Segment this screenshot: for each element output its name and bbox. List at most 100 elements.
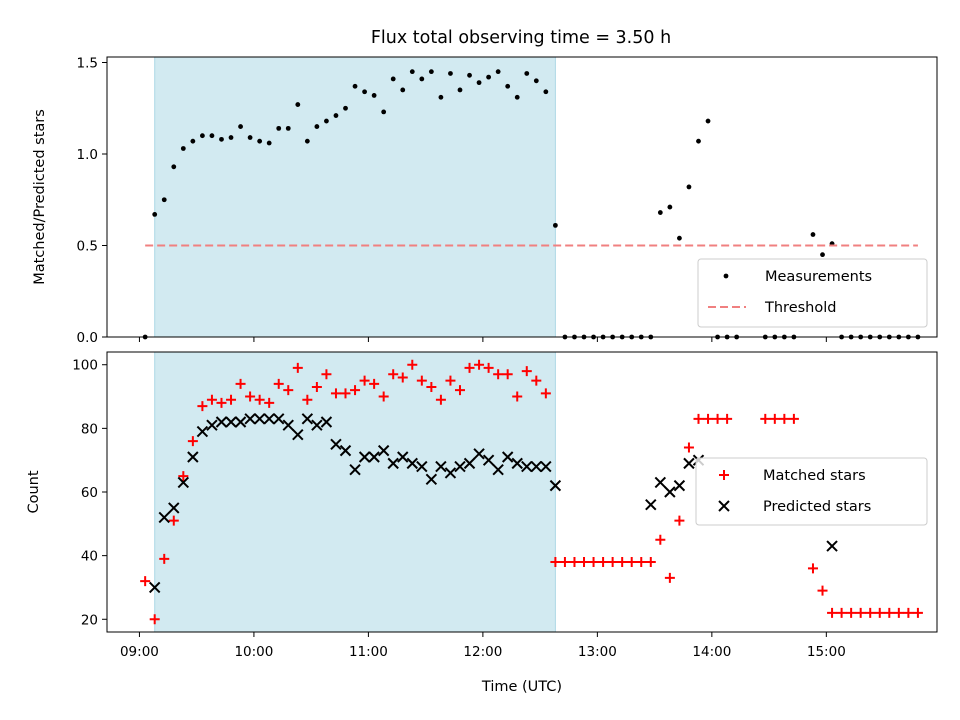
measurement-point — [333, 113, 339, 118]
measurement-point — [209, 133, 215, 139]
predicted-star-point — [263, 413, 275, 425]
measurement-point — [238, 124, 243, 129]
predicted-star-point — [244, 413, 256, 425]
predicted-star-point — [273, 413, 285, 425]
measurement-point — [390, 76, 396, 82]
predicted-star-point — [206, 419, 218, 431]
measurement-point — [266, 140, 272, 146]
matched-star-point — [664, 572, 675, 583]
matched-star-point — [617, 557, 628, 567]
measurement-point — [381, 109, 387, 115]
predicted-star-point — [215, 416, 228, 428]
matched-star-point — [683, 442, 694, 453]
measurement-point — [467, 72, 472, 78]
measurement-point — [543, 89, 549, 95]
matched-star-point — [598, 557, 609, 567]
chart-title: Flux total observing time = 3.50 h — [371, 28, 671, 48]
measurement-point — [486, 74, 492, 80]
predicted-star-point — [387, 457, 399, 470]
xtick-label: 12:00 — [463, 644, 502, 660]
matched-star-point — [483, 362, 494, 373]
measurement-point — [219, 136, 224, 142]
predicted-star-point — [339, 444, 352, 457]
bottom-series-matched-stars — [140, 359, 923, 625]
measurement-point — [705, 118, 711, 124]
predicted-star-point — [177, 476, 190, 489]
legend-entry-label: Matched stars — [763, 468, 866, 484]
bottom-ytick-label: 60 — [81, 485, 98, 501]
matched-star-point — [159, 553, 170, 564]
predicted-star-point — [187, 451, 199, 463]
xtick-label: 09:00 — [120, 644, 159, 660]
measurement-point — [161, 197, 167, 203]
measurement-point — [304, 138, 310, 144]
matched-star-point — [187, 436, 198, 447]
matched-star-point — [693, 413, 704, 424]
measurement-point — [667, 204, 673, 210]
matched-star-point — [426, 382, 437, 392]
matched-star-point — [340, 388, 351, 399]
matched-star-point — [445, 375, 456, 386]
matched-star-point — [712, 413, 723, 424]
legend-entry-label: Threshold — [764, 300, 836, 316]
predicted-star-point — [292, 429, 304, 441]
matched-star-point — [416, 375, 427, 386]
predicted-star-point — [253, 413, 266, 425]
bottom-legend: Matched stars Predicted stars — [695, 457, 928, 526]
legend-matched-swatch — [719, 470, 729, 480]
measurement-point — [171, 164, 177, 170]
measurement-point — [276, 125, 282, 131]
matched-star-point — [321, 369, 332, 380]
predicted-star-point — [530, 460, 543, 473]
xtick-label: 11:00 — [349, 644, 388, 660]
matched-star-point — [512, 391, 523, 402]
matched-star-point — [454, 385, 465, 396]
top-series-measurements — [142, 69, 921, 340]
matched-star-point — [855, 607, 866, 618]
predicted-star-point — [301, 413, 314, 425]
measurement-point — [533, 78, 539, 84]
matched-star-point — [521, 366, 532, 377]
bottom-legend-box — [695, 457, 928, 526]
measurement-point — [257, 138, 263, 144]
predicted-star-point — [511, 457, 523, 470]
matched-star-point — [178, 471, 189, 482]
measurement-point — [285, 125, 291, 131]
measurement-point — [314, 124, 320, 129]
measurement-point — [677, 235, 682, 241]
measurement-point — [228, 135, 234, 140]
matched-star-point — [912, 607, 923, 618]
predicted-star-point — [454, 460, 466, 473]
predicted-star-point — [225, 416, 237, 428]
predicted-star-point — [521, 460, 533, 473]
top-ytick-label: 0.0 — [77, 330, 98, 346]
measurement-point — [476, 80, 482, 86]
matched-star-point — [330, 388, 341, 399]
predicted-star-point — [330, 438, 342, 450]
legend-predicted-swatch — [718, 500, 730, 512]
matched-star-point — [588, 557, 599, 567]
measurement-point — [686, 184, 692, 190]
matched-star-point — [350, 385, 361, 396]
top-legend-box — [697, 258, 928, 328]
matched-star-point — [292, 362, 303, 373]
matched-star-point — [579, 557, 590, 567]
measurement-point — [820, 252, 825, 258]
matched-star-point — [407, 359, 418, 370]
matched-star-point — [245, 391, 256, 402]
predicted-star-point — [463, 457, 476, 470]
measurement-point — [457, 87, 463, 93]
matched-star-point — [540, 388, 551, 399]
predicted-star-point — [148, 581, 161, 594]
measurement-point — [524, 71, 530, 76]
bottom-ytick-label: 40 — [81, 549, 98, 565]
bottom-ytick-label: 100 — [72, 358, 98, 374]
predicted-star-point — [358, 451, 371, 463]
top-axes-frame — [106, 56, 938, 338]
predicted-star-point — [406, 457, 418, 470]
xtick-label: 10:00 — [234, 644, 273, 660]
matched-star-point — [903, 607, 914, 618]
measurement-point — [324, 118, 329, 124]
matched-star-point — [760, 413, 771, 424]
